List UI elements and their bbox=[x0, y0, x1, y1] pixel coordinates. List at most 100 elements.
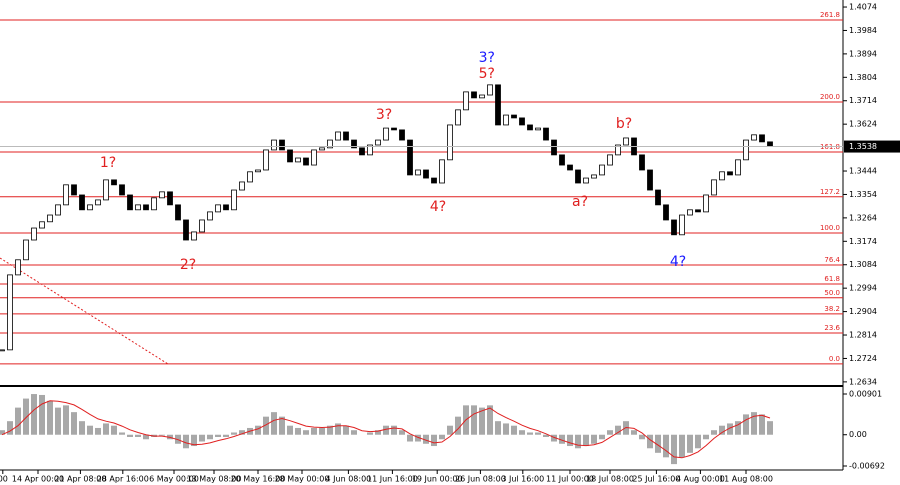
y-tick-label: 1.2904 bbox=[849, 307, 877, 316]
candle bbox=[127, 194, 133, 211]
macd-bar bbox=[591, 434, 597, 444]
candle bbox=[271, 139, 277, 151]
macd-bar bbox=[487, 405, 493, 435]
y-tick-label: 1.4074 bbox=[849, 3, 877, 12]
candle bbox=[239, 181, 245, 191]
macd-bar bbox=[375, 430, 381, 435]
candle bbox=[31, 227, 37, 241]
candle bbox=[383, 127, 389, 141]
macd-bar bbox=[183, 434, 189, 449]
macd-bar bbox=[255, 425, 261, 435]
wave-label: 2? bbox=[180, 257, 196, 273]
signal-line bbox=[1, 400, 771, 459]
candle bbox=[71, 184, 77, 196]
y-tick-label: 1.3624 bbox=[849, 120, 877, 129]
x-tick-label: 26 Jun 08:00 bbox=[455, 475, 506, 484]
y-tick-label: 1.3354 bbox=[849, 190, 877, 199]
macd-bar bbox=[231, 432, 237, 435]
macd-bar bbox=[551, 434, 557, 442]
macd-bar bbox=[391, 425, 397, 435]
candle bbox=[0, 349, 5, 352]
candle bbox=[375, 139, 381, 146]
candle bbox=[687, 209, 693, 216]
candle bbox=[495, 84, 501, 126]
macd-bar bbox=[655, 434, 661, 453]
candle bbox=[199, 219, 205, 233]
candle bbox=[735, 159, 741, 176]
price-marker-label: 1.3538 bbox=[849, 142, 877, 151]
macd-bar bbox=[631, 430, 637, 435]
wave-label: 4? bbox=[430, 199, 446, 215]
candle bbox=[391, 127, 397, 131]
macd-bar bbox=[527, 432, 533, 435]
candle bbox=[351, 139, 357, 149]
macd-bar bbox=[55, 407, 61, 435]
macd-bar bbox=[135, 434, 141, 437]
candle bbox=[343, 131, 349, 141]
y2-tick-label: 0.00 bbox=[849, 430, 867, 439]
fib-label: 23.6 bbox=[824, 324, 840, 332]
candle bbox=[47, 214, 53, 223]
macd-bar bbox=[23, 398, 29, 435]
candle bbox=[767, 141, 773, 147]
macd-bar bbox=[455, 416, 461, 435]
macd-bar bbox=[239, 430, 245, 435]
macd-bar bbox=[519, 430, 525, 435]
macd-bar bbox=[567, 434, 573, 447]
candle bbox=[407, 139, 413, 176]
macd-bar bbox=[559, 434, 565, 444]
macd-bar bbox=[415, 434, 421, 442]
macd-bar bbox=[223, 434, 229, 437]
x-tick-label: 11 Jul 00:00 bbox=[546, 475, 594, 484]
candle bbox=[103, 179, 109, 201]
y-tick-label: 1.2814 bbox=[849, 331, 877, 340]
macd-bar bbox=[735, 421, 741, 435]
macd-bar bbox=[727, 423, 733, 435]
x-tick-label: 00 bbox=[0, 475, 8, 484]
candle bbox=[471, 91, 477, 99]
x-tick-label: 3 Jul 16:00 bbox=[501, 475, 544, 484]
y-tick-label: 1.3894 bbox=[849, 49, 877, 58]
macd-bar bbox=[679, 434, 685, 458]
macd-bar bbox=[719, 425, 725, 435]
x-tick-label: 28 Apr 16:00 bbox=[97, 475, 149, 484]
macd-bar bbox=[207, 434, 213, 440]
candle bbox=[527, 124, 533, 131]
candle bbox=[247, 171, 253, 183]
wave-label: 3? bbox=[376, 107, 392, 123]
macd-bar bbox=[367, 432, 373, 435]
x-tick-label: 13 May 08:00 bbox=[187, 475, 242, 484]
candle bbox=[191, 231, 197, 241]
candle bbox=[679, 214, 685, 236]
macd-bar bbox=[695, 434, 701, 449]
candle bbox=[583, 177, 589, 184]
y-tick-label: 1.3444 bbox=[849, 167, 877, 176]
macd-bar bbox=[127, 434, 133, 437]
candle bbox=[319, 147, 325, 151]
candle bbox=[543, 127, 549, 141]
trend-line bbox=[0, 257, 169, 365]
candle bbox=[399, 129, 405, 141]
candle bbox=[23, 239, 29, 261]
macd-bar bbox=[319, 427, 325, 435]
candle bbox=[87, 204, 93, 211]
macd-bar bbox=[687, 434, 693, 453]
candle bbox=[639, 154, 645, 171]
macd-bar bbox=[663, 434, 669, 458]
macd-bar bbox=[495, 421, 501, 435]
macd-bar bbox=[671, 434, 677, 465]
wave-label: 5? bbox=[479, 66, 495, 82]
candle bbox=[79, 194, 85, 211]
candle bbox=[575, 169, 581, 184]
fib-label: 76.4 bbox=[824, 256, 840, 264]
macd-bar bbox=[191, 434, 197, 447]
candle bbox=[151, 197, 157, 211]
wave-label: 4? bbox=[670, 254, 686, 270]
macd-bar bbox=[111, 425, 117, 435]
macd-bar bbox=[423, 434, 429, 444]
candle bbox=[623, 137, 629, 146]
candle bbox=[463, 91, 469, 111]
macd-bar bbox=[407, 434, 413, 442]
candle bbox=[295, 157, 301, 163]
macd-bar bbox=[159, 434, 165, 436]
